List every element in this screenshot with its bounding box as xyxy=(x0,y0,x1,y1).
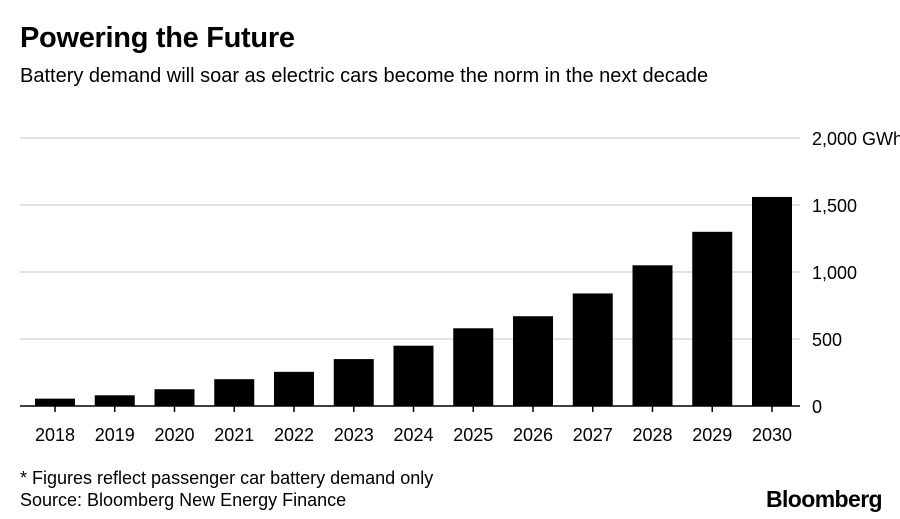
source-note: Source: Bloomberg New Energy Finance xyxy=(20,490,347,510)
bar-2020 xyxy=(154,389,195,406)
bar-2018 xyxy=(35,398,75,406)
bar-2030 xyxy=(752,196,792,406)
x-tick-label: 2022 xyxy=(274,425,314,445)
x-tick-label: 2027 xyxy=(573,425,613,445)
x-tick-label: 2020 xyxy=(154,425,194,445)
bar-2021 xyxy=(214,379,255,406)
x-tick-label: 2025 xyxy=(453,425,493,445)
chart-title: Powering the Future xyxy=(20,22,295,54)
gridlines xyxy=(20,137,800,340)
bar-2026 xyxy=(513,316,553,406)
y-tick-label: 1,500 xyxy=(812,196,857,216)
x-tick-label: 2028 xyxy=(632,425,672,445)
x-tick-label: 2024 xyxy=(393,425,433,445)
y-tick-label: 500 xyxy=(812,330,842,350)
bar-2023 xyxy=(333,359,374,406)
bar-2028 xyxy=(632,265,673,406)
x-tick-label: 2019 xyxy=(95,425,135,445)
y-tick-label: 2,000 GWh xyxy=(812,129,900,149)
bar-2024 xyxy=(393,345,434,406)
bar-2029 xyxy=(692,231,733,406)
x-tick-label: 2018 xyxy=(35,425,75,445)
footnote: * Figures reflect passenger car battery … xyxy=(20,468,434,488)
bars xyxy=(35,196,792,406)
chart-subtitle: Battery demand will soar as electric car… xyxy=(20,65,709,87)
x-tick-label: 2023 xyxy=(334,425,374,445)
x-tick-label: 2021 xyxy=(214,425,254,445)
x-tick-label: 2026 xyxy=(513,425,553,445)
bar-2025 xyxy=(453,328,494,406)
x-tick-label: 2029 xyxy=(692,425,732,445)
x-axis-tick-labels: 2018 2019 2020 2021 2022 2023 2024 2025 2026 2027… xyxy=(35,425,792,445)
bar-2027 xyxy=(572,293,613,406)
y-tick-label: 1,000 xyxy=(812,263,857,283)
y-axis-tick-labels: 0 500 1,000 1,500 2,000 GWh xyxy=(812,129,900,417)
x-axis xyxy=(20,405,800,412)
bar-2022 xyxy=(274,371,314,406)
bar-2019 xyxy=(94,395,135,406)
y-tick-label: 0 xyxy=(812,397,822,417)
x-tick-label: 2030 xyxy=(752,425,792,445)
bloomberg-logo: Bloomberg xyxy=(766,486,883,512)
